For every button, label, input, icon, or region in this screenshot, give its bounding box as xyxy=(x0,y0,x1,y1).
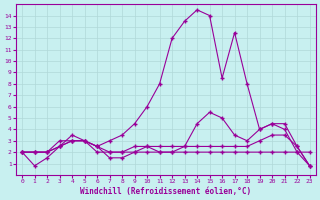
X-axis label: Windchill (Refroidissement éolien,°C): Windchill (Refroidissement éolien,°C) xyxy=(80,187,252,196)
